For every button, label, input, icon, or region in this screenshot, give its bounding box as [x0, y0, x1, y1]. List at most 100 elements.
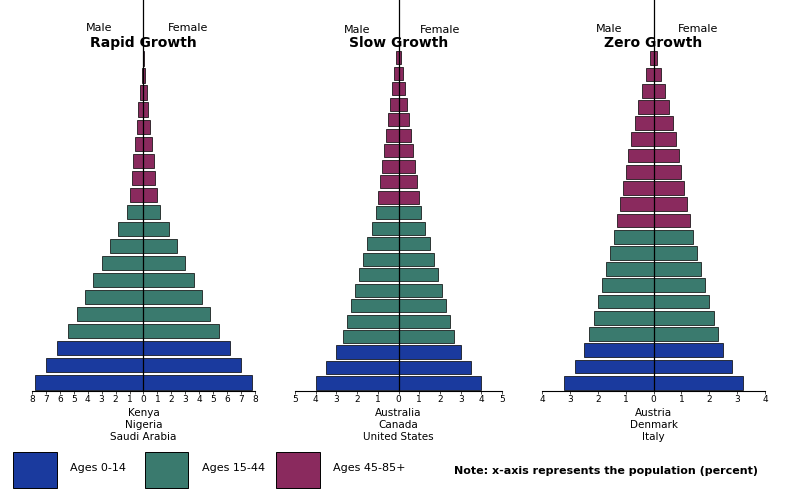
Bar	[129, 188, 143, 202]
Bar	[398, 82, 405, 95]
Text: Male: Male	[85, 23, 112, 33]
Bar	[137, 120, 143, 134]
Text: Female: Female	[168, 23, 208, 33]
Bar	[589, 327, 654, 341]
Bar	[347, 315, 398, 328]
Bar	[654, 343, 723, 357]
Bar	[398, 129, 411, 142]
Bar	[398, 206, 422, 219]
FancyBboxPatch shape	[276, 452, 320, 488]
Bar	[623, 181, 654, 195]
Bar	[583, 343, 654, 357]
Text: Kenya
Nigeria
Saudi Arabia: Kenya Nigeria Saudi Arabia	[110, 408, 177, 441]
Bar	[398, 268, 438, 281]
Bar	[654, 149, 678, 162]
Bar	[654, 311, 713, 325]
Bar	[654, 246, 697, 260]
Bar	[398, 376, 481, 390]
Bar	[611, 246, 654, 260]
Bar	[654, 376, 743, 390]
Bar	[398, 98, 406, 111]
Bar	[316, 376, 398, 390]
Bar	[143, 137, 151, 151]
Bar	[628, 149, 654, 162]
Bar	[398, 361, 471, 374]
Bar	[398, 284, 442, 297]
Bar	[575, 360, 654, 373]
Title: Slow Growth: Slow Growth	[349, 36, 448, 50]
Bar	[654, 132, 676, 146]
Bar	[594, 311, 654, 325]
Bar	[392, 82, 398, 95]
Bar	[143, 324, 218, 338]
Bar	[606, 262, 654, 276]
Bar	[620, 197, 654, 211]
Text: Australia
Canada
United States: Australia Canada United States	[363, 408, 434, 441]
Bar	[85, 290, 143, 304]
Bar	[398, 191, 419, 204]
Bar	[614, 230, 654, 243]
Bar	[654, 360, 732, 373]
Bar	[46, 358, 143, 372]
Bar	[359, 268, 398, 281]
Bar	[654, 213, 689, 227]
Bar	[631, 132, 654, 146]
Bar	[35, 375, 143, 389]
Bar	[143, 154, 154, 168]
Bar	[336, 346, 398, 359]
Bar	[398, 253, 434, 266]
Bar	[143, 69, 145, 83]
Bar	[110, 239, 143, 253]
Bar	[386, 129, 398, 142]
Bar	[132, 171, 143, 185]
Bar	[654, 100, 669, 114]
Bar	[68, 324, 143, 338]
Bar	[642, 84, 654, 98]
Bar	[143, 188, 157, 202]
Bar	[143, 273, 194, 287]
Bar	[598, 295, 654, 309]
Bar	[139, 103, 143, 117]
Bar	[380, 175, 398, 188]
Bar	[93, 273, 143, 287]
Bar	[367, 237, 398, 250]
Bar	[398, 299, 446, 312]
Bar	[102, 256, 143, 270]
Bar	[654, 295, 709, 309]
Text: Austria
Denmark
Italy: Austria Denmark Italy	[630, 408, 677, 441]
Bar	[143, 222, 169, 236]
Text: Female: Female	[678, 24, 718, 34]
Bar	[143, 52, 144, 66]
Bar	[398, 51, 401, 65]
Bar	[398, 346, 461, 359]
Bar	[143, 341, 230, 355]
Bar	[398, 315, 450, 328]
Bar	[395, 67, 398, 80]
Bar	[140, 86, 143, 100]
Text: Male: Male	[595, 24, 622, 34]
Bar	[398, 175, 417, 188]
Bar	[143, 120, 150, 134]
Bar	[654, 262, 701, 276]
Bar	[355, 284, 398, 297]
Bar	[398, 221, 426, 235]
Bar	[143, 103, 148, 117]
Bar	[398, 144, 413, 157]
Bar	[398, 237, 430, 250]
Bar	[143, 375, 252, 389]
Bar	[650, 51, 654, 65]
Bar	[326, 361, 398, 374]
Bar	[142, 69, 143, 83]
Bar	[654, 116, 673, 130]
Bar	[654, 84, 665, 98]
Bar	[127, 205, 143, 219]
Text: Ages 15-44: Ages 15-44	[202, 463, 265, 473]
Bar	[77, 307, 143, 321]
Bar	[378, 191, 398, 204]
Bar	[654, 279, 705, 292]
Title: Rapid Growth: Rapid Growth	[90, 36, 197, 50]
Text: Female: Female	[420, 25, 460, 35]
Text: Ages 45-85+: Ages 45-85+	[333, 463, 406, 473]
Text: Male: Male	[344, 25, 371, 35]
Bar	[646, 68, 654, 81]
